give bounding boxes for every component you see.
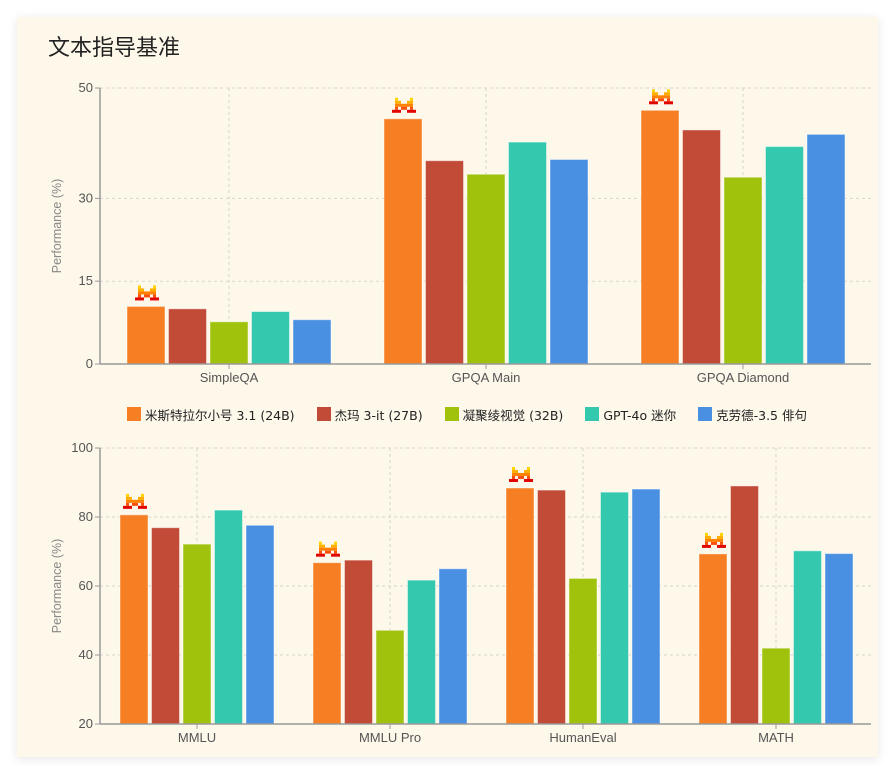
bar[interactable]: 米斯特拉尔小号 3.1 (24B): 44.42 bbox=[383, 118, 423, 365]
y-tick-label: 60 bbox=[79, 578, 93, 593]
y-axis-label: Performance (%) bbox=[50, 179, 64, 273]
x-tick-label: GPQA Main bbox=[452, 370, 521, 385]
legend-swatch bbox=[444, 407, 459, 421]
bar[interactable]: 克劳德-3.5 俳句: 88.1 bbox=[631, 488, 661, 725]
x-tick-label: HumanEval bbox=[549, 730, 616, 745]
mistral-logo-icon bbox=[123, 493, 147, 509]
bar[interactable]: GPT-4o 迷你: 82 bbox=[214, 509, 243, 725]
x-tick-label: GPQA Diamond bbox=[697, 370, 790, 385]
y-tick-label: 0 bbox=[86, 356, 93, 371]
bar[interactable]: 米斯特拉尔小号 3.1 (24B): 45.96 bbox=[640, 109, 680, 365]
legend-label: 克劳德-3.5 俳句 bbox=[716, 407, 807, 423]
bar[interactable]: 克劳德-3.5 俳句: 41.6 bbox=[806, 133, 846, 365]
legend-swatch bbox=[698, 407, 713, 421]
bar[interactable]: 米斯特拉尔小号 3.1 (24B): 10.43 bbox=[126, 305, 166, 365]
chart-legend: 米斯特拉尔小号 3.1 (24B) 杰玛 3-it (27B) 凝聚绫视觉 (3… bbox=[127, 405, 829, 424]
bar[interactable]: 米斯特拉尔小号 3.1 (24B): 69.3 bbox=[698, 553, 728, 725]
bar[interactable]: 杰玛 3-it (27B): 42.4 bbox=[682, 129, 721, 365]
legend-item-aya[interactable]: 凝聚绫视觉 (32B) bbox=[444, 405, 564, 424]
mistral-logo-icon bbox=[316, 541, 340, 557]
bar[interactable]: GPT-4o 迷你: 9.5 bbox=[251, 311, 290, 365]
bar[interactable]: 米斯特拉尔小号 3.1 (24B): 80.62 bbox=[119, 514, 149, 725]
y-tick-label: 80 bbox=[79, 509, 93, 524]
bar[interactable]: 凝聚绫视觉 (32B): 62.2 bbox=[568, 577, 598, 725]
legend-label: 凝聚绫视觉 (32B) bbox=[462, 407, 564, 423]
bar[interactable]: 凝聚绫视觉 (32B): 41.98 bbox=[761, 647, 791, 725]
x-tick-label: MMLU Pro bbox=[359, 730, 421, 745]
mistral-logo-icon bbox=[135, 285, 159, 301]
bar[interactable]: GPT-4o 迷你: 87.2 bbox=[600, 491, 629, 725]
bar[interactable]: 米斯特拉尔小号 3.1 (24B): 66.76 bbox=[312, 562, 342, 725]
bar[interactable]: 克劳德-3.5 俳句: 65 bbox=[438, 568, 468, 725]
y-tick-label: 30 bbox=[79, 190, 93, 205]
mistral-logo-icon bbox=[509, 466, 533, 482]
legend-swatch bbox=[127, 407, 141, 421]
legend-swatch bbox=[316, 407, 331, 421]
bar[interactable]: 克劳德-3.5 俳句: 8.02 bbox=[292, 319, 332, 365]
bar[interactable]: GPT-4o 迷你: 61.7 bbox=[407, 579, 436, 725]
y-tick-label: 15 bbox=[79, 273, 93, 288]
legend-label: GPT-4o 迷你 bbox=[603, 407, 677, 423]
bar[interactable]: 杰玛 3-it (27B): 67.5 bbox=[344, 559, 373, 725]
legend-label: 米斯特拉尔小号 3.1 (24B) bbox=[145, 407, 295, 423]
bar[interactable]: 杰玛 3-it (27B): 36.83 bbox=[425, 160, 464, 365]
bar[interactable]: GPT-4o 迷你: 39.39 bbox=[765, 146, 804, 365]
bar[interactable]: 杰玛 3-it (27B): 10 bbox=[168, 308, 207, 365]
bar[interactable]: 米斯特拉尔小号 3.1 (24B): 88.41 bbox=[505, 487, 535, 725]
y-tick-label: 40 bbox=[79, 647, 93, 662]
y-tick-label: 20 bbox=[79, 716, 93, 731]
mistral-logo-icon bbox=[702, 532, 726, 548]
legend-item-gpt4o-mini[interactable]: GPT-4o 迷你 bbox=[585, 405, 676, 424]
bar[interactable]: 凝聚绫视觉 (32B): 7.65 bbox=[209, 321, 249, 365]
bar[interactable]: 凝聚绫视觉 (32B): 72.14 bbox=[182, 543, 212, 725]
bar[interactable]: 杰玛 3-it (27B): 76.9 bbox=[151, 527, 180, 725]
bar[interactable]: 克劳德-3.5 俳句: 77.6 bbox=[245, 524, 275, 725]
legend-item-claude-haiku[interactable]: 克劳德-3.5 俳句 bbox=[698, 405, 807, 424]
x-tick-label: MATH bbox=[758, 730, 794, 745]
y-tick-label: 100 bbox=[71, 440, 93, 455]
bar[interactable]: 杰玛 3-it (27B): 89 bbox=[730, 485, 759, 725]
legend-label: 杰玛 3-it (27B) bbox=[334, 407, 423, 423]
page-title: 文本指导基准 bbox=[48, 36, 181, 61]
bottom-bar-chart: 20406080100米斯特拉尔小号 3.1 (24B): 80.62杰玛 3-… bbox=[50, 440, 871, 745]
bar[interactable]: 克劳德-3.5 俳句: 37.05 bbox=[549, 158, 589, 365]
legend-swatch bbox=[585, 407, 600, 421]
bar[interactable]: GPT-4o 迷你: 70.2 bbox=[793, 550, 822, 725]
x-tick-label: MMLU bbox=[178, 730, 216, 745]
bar[interactable]: 凝聚绫视觉 (32B): 33.84 bbox=[723, 176, 763, 365]
bar[interactable]: GPT-4o 迷你: 40.2 bbox=[508, 141, 547, 365]
bar[interactable]: 杰玛 3-it (27B): 87.8 bbox=[537, 489, 566, 725]
legend-item-mistral[interactable]: 米斯特拉尔小号 3.1 (24B) bbox=[127, 405, 295, 424]
bar[interactable]: 凝聚绫视觉 (32B): 47.16 bbox=[375, 629, 405, 725]
top-bar-chart: 0153050米斯特拉尔小号 3.1 (24B): 10.43杰玛 3-it (… bbox=[50, 80, 871, 385]
y-tick-label: 50 bbox=[79, 80, 93, 95]
bar[interactable]: 克劳德-3.5 俳句: 69.4 bbox=[824, 553, 854, 725]
mistral-logo-icon bbox=[392, 97, 416, 113]
legend-item-gemma[interactable]: 杰玛 3-it (27B) bbox=[316, 405, 423, 424]
bar[interactable]: 凝聚绫视觉 (32B): 34.38 bbox=[466, 173, 506, 365]
y-axis-label: Performance (%) bbox=[50, 539, 64, 633]
mistral-logo-icon bbox=[649, 89, 673, 105]
x-tick-label: SimpleQA bbox=[200, 370, 259, 385]
